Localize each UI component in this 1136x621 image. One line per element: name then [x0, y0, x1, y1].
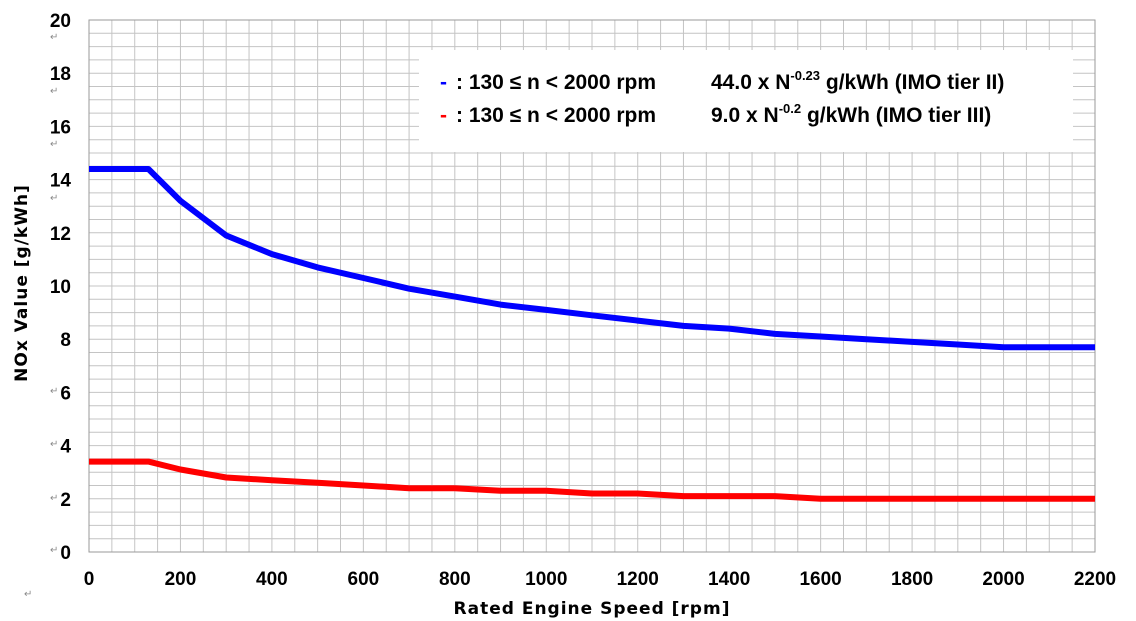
legend-range-tier-2: : 130 ≤ n < 2000 rpm — [456, 71, 656, 94]
y-tick-label: 4 — [60, 437, 71, 458]
legend-marker-tier-3: - — [440, 104, 447, 127]
y-axis-title: NOx Value [g/kWh] — [12, 184, 32, 382]
x-tick-label: 800 — [439, 569, 471, 590]
x-tick-label: 0 — [84, 569, 95, 590]
legend-marker-tier-2: - — [440, 71, 447, 94]
legend-entry-tier-3: - : 130 ≤ n < 2000 rpm 9.0 x N-0.2 g/kWh… — [440, 101, 991, 127]
y-tick-label: 14 — [50, 171, 72, 192]
legend-range-tier-3: : 130 ≤ n < 2000 rpm — [456, 104, 656, 127]
y-tick-label: 8 — [60, 330, 71, 351]
legend-formula-exponent-tier-2: -0.23 — [790, 68, 820, 83]
series-lines — [89, 166, 1095, 502]
x-tick-label: 1400 — [708, 569, 750, 590]
paragraph-mark: ↵ — [50, 439, 58, 450]
x-tick-label: 1600 — [799, 569, 841, 590]
legend: - : 130 ≤ n < 2000 rpm 44.0 x N-0.23 g/k… — [419, 50, 1073, 152]
x-tick-label: 1800 — [891, 569, 933, 590]
plot-border — [88, 19, 1096, 553]
paragraph-mark: ↵ — [50, 193, 58, 204]
legend-formula-unit-tier-2: g/kWh (IMO tier II) — [820, 71, 1004, 94]
x-tick-label: 2000 — [982, 569, 1024, 590]
x-tick-label: 200 — [165, 569, 197, 590]
paragraph-mark: ↵ — [50, 139, 58, 150]
y-tick-label: 2 — [60, 490, 71, 511]
paragraph-mark: ↵ — [50, 493, 58, 504]
paragraph-mark: ↵ — [24, 589, 32, 600]
x-tick-label: 1000 — [525, 569, 567, 590]
paragraph-mark: ↵ — [50, 386, 58, 397]
x-axis-title: Rated Engine Speed [rpm] — [454, 599, 731, 619]
y-tick-label: 12 — [50, 224, 71, 245]
x-tick-label: 600 — [348, 569, 380, 590]
legend-formula-unit-tier-3: g/kWh (IMO tier III) — [801, 104, 991, 127]
y-tick-label: 20 — [50, 11, 71, 32]
y-tick-label: 18 — [50, 64, 71, 85]
x-tick-label: 2200 — [1074, 569, 1116, 590]
y-tick-label: 6 — [60, 383, 71, 404]
paragraph-mark: ↵ — [50, 86, 58, 97]
legend-formula-tier-2: 44.0 x N-0.23 g/kWh (IMO tier II) — [711, 68, 1004, 94]
series-line-1 — [89, 166, 1095, 351]
paragraph-mark: ↵ — [50, 32, 58, 43]
series-line-2 — [89, 458, 1095, 502]
y-tick-label: 16 — [50, 117, 71, 138]
x-tick-label: 1200 — [617, 569, 659, 590]
y-tick-label: 10 — [50, 277, 71, 298]
x-axis-ticks: 0 200 400 600 800 1000 1200 1400 1600 1800 2000 220… — [84, 569, 1116, 590]
paragraph-mark: ↵ — [50, 545, 58, 556]
y-tick-label: 0 — [60, 543, 71, 564]
x-tick-label: 400 — [256, 569, 288, 590]
legend-formula-exponent-tier-3: -0.2 — [779, 101, 801, 116]
legend-formula-base-tier-2: 44.0 x N — [711, 71, 790, 94]
y-axis-ticks: 0 2 4 6 8 10 12 14 16 18 20 — [50, 11, 72, 564]
paragraph-marks: ↵ ↵ ↵ ↵ ↵ ↵ ↵ ↵ ↵ — [24, 32, 58, 600]
legend-formula-base-tier-3: 9.0 x N — [711, 104, 779, 127]
legend-box — [419, 50, 1073, 152]
legend-entry-tier-2: - : 130 ≤ n < 2000 rpm 44.0 x N-0.23 g/k… — [440, 68, 1004, 94]
legend-formula-tier-3: 9.0 x N-0.2 g/kWh (IMO tier III) — [711, 101, 991, 127]
